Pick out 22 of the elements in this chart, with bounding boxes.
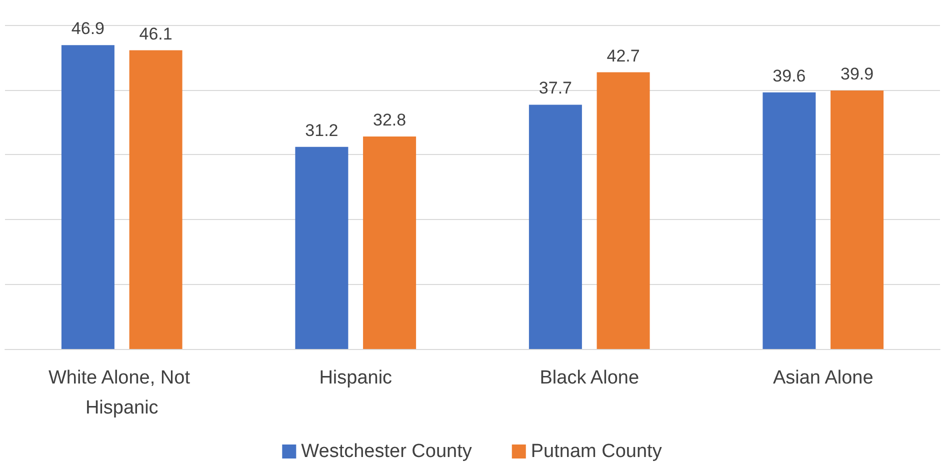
x-tick-label: Asian Alone	[772, 368, 874, 388]
data-label: 32.8	[373, 110, 406, 130]
bar	[61, 45, 114, 349]
bar	[363, 136, 416, 349]
data-label: 46.9	[71, 19, 104, 38]
data-label: 39.9	[840, 64, 874, 84]
data-label: 39.6	[772, 66, 806, 86]
bar	[762, 92, 816, 349]
data-label: 31.2	[305, 120, 338, 140]
x-tick-label: Hispanic	[319, 368, 392, 388]
x-tick-label: White Alone, Not Hispanic	[48, 368, 196, 418]
x-tick-label: Black Alone	[540, 368, 640, 388]
data-label: 46.1	[139, 24, 172, 44]
bar	[528, 104, 582, 349]
bar	[596, 72, 650, 349]
bar	[295, 146, 348, 349]
legend-label: Westchester County	[301, 441, 472, 462]
data-label: 42.7	[606, 46, 640, 66]
bar	[129, 50, 182, 349]
bar	[830, 90, 884, 349]
legend-label: Putnam County	[530, 441, 662, 462]
data-label: 37.7	[538, 78, 572, 98]
